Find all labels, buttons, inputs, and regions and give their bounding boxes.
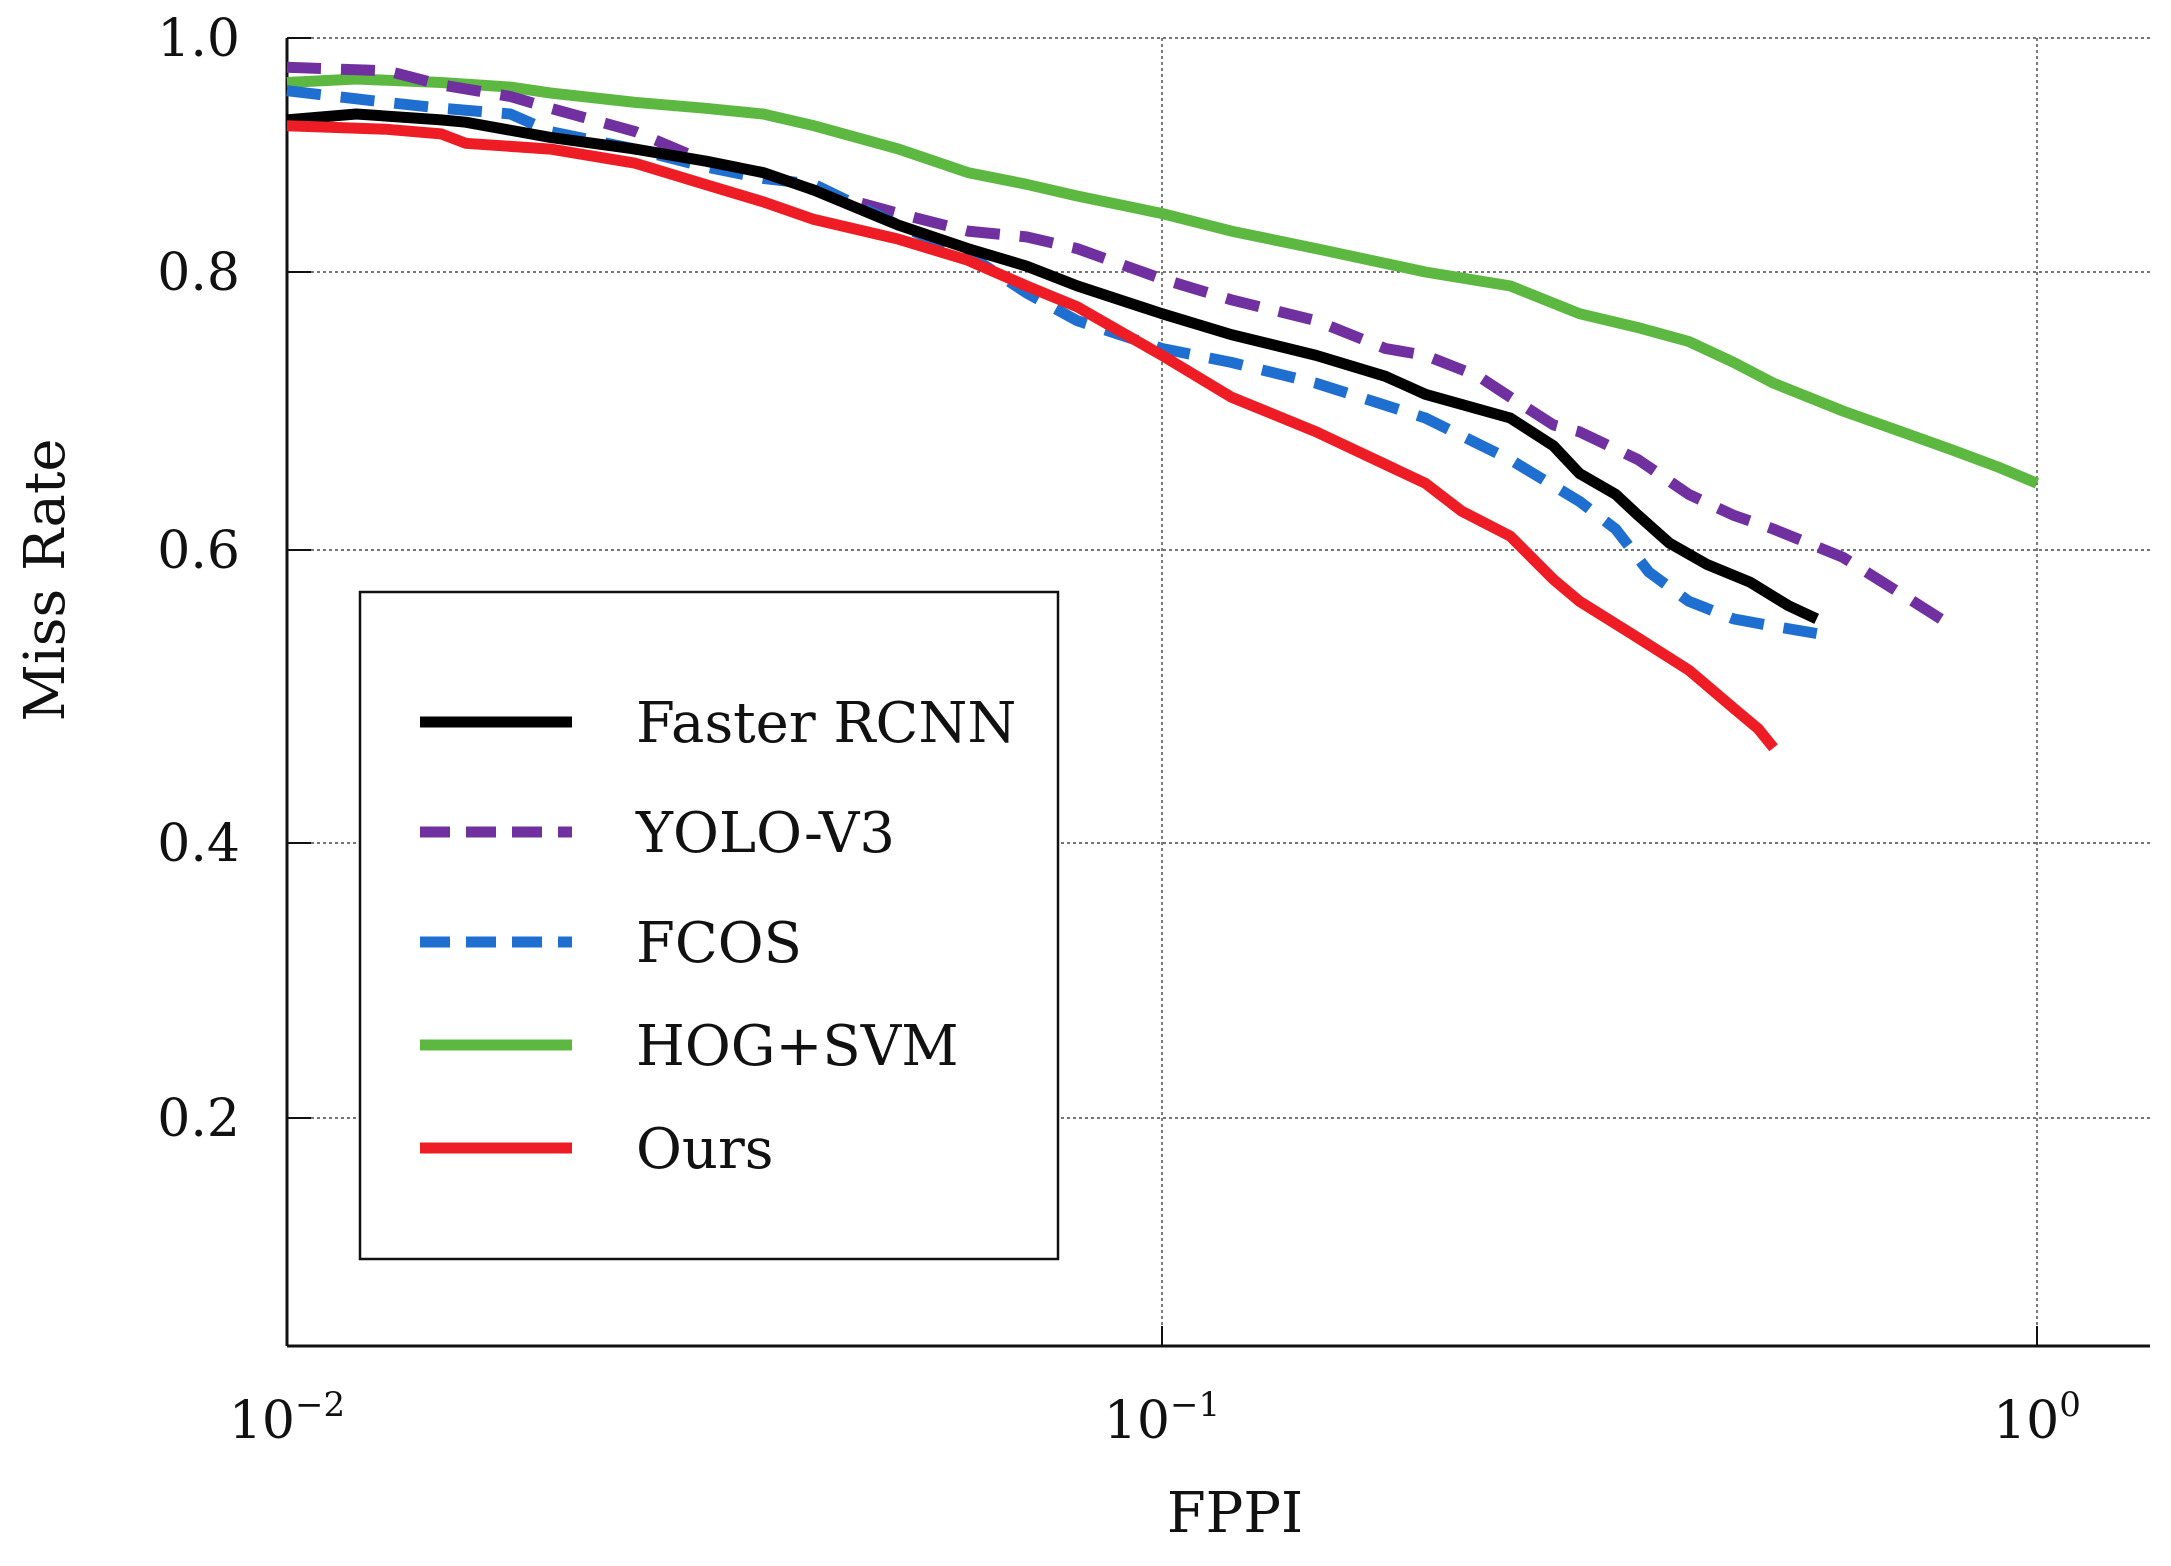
legend-label: YOLO-V3 <box>635 801 895 866</box>
y-tick-label: 0.2 <box>157 1089 240 1149</box>
legend: Faster RCNN YOLO-V3 FCOS HOG+SVM Ours <box>358 590 1060 1261</box>
x-axis-title: FPPI <box>1167 1481 1303 1546</box>
series-line-hog-svm <box>286 73 2040 489</box>
x-axis-ticks: 10−2 10−1 100 <box>229 1326 2081 1451</box>
legend-label: HOG+SVM <box>636 1014 959 1079</box>
y-axis-title: Miss Rate <box>13 438 78 721</box>
legend-label: Ours <box>636 1117 773 1182</box>
data-series <box>286 61 2040 752</box>
series-line-faster-rcnn <box>286 108 1820 624</box>
axes <box>285 38 2150 1348</box>
grid-lines <box>287 37 2150 1346</box>
y-tick-label: 0.6 <box>157 521 240 581</box>
legend-label: Faster RCNN <box>636 691 1016 756</box>
y-tick-label: 0.8 <box>157 243 240 303</box>
y-tick-label: 0.4 <box>157 814 240 874</box>
legend-items: Faster RCNN YOLO-V3 FCOS HOG+SVM Ours <box>420 691 1016 1182</box>
series-line-ours <box>286 120 1778 752</box>
series-line-yolo-v3 <box>286 61 1956 631</box>
legend-label: FCOS <box>636 911 802 976</box>
x-tick-label: 10−1 <box>1104 1385 1220 1451</box>
y-axis-ticks: 0.2 0.4 0.6 0.8 1.0 <box>157 9 311 1149</box>
y-tick-label: 1.0 <box>157 9 240 69</box>
x-tick-label: 100 <box>1993 1385 2081 1451</box>
x-tick-label: 10−2 <box>229 1385 345 1451</box>
series-line-fcos <box>286 85 1818 639</box>
